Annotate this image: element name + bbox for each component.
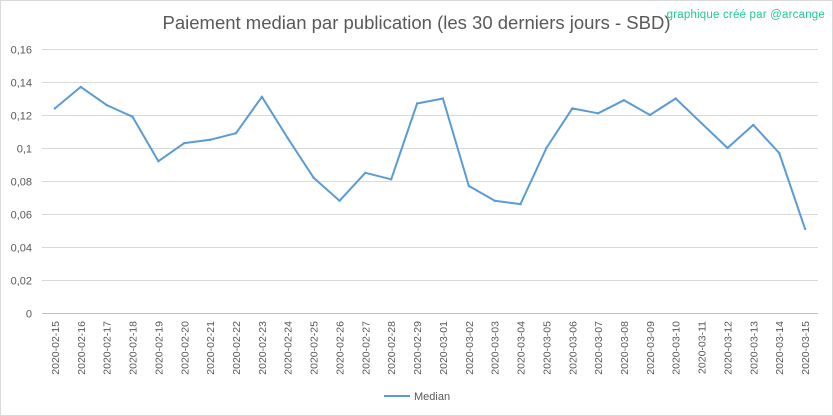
data-point — [234, 132, 238, 135]
x-tick-label: 2020-02-24 — [283, 321, 295, 375]
x-tick-label: 2020-03-01 — [438, 321, 450, 375]
y-tick-label: 0,04 — [11, 243, 32, 255]
legend-label: Median — [414, 391, 450, 403]
data-point — [803, 227, 807, 231]
x-tick-label: 2020-03-06 — [567, 321, 579, 375]
chart-credit: graphique créé par @arcange — [666, 9, 825, 21]
data-point — [648, 113, 652, 117]
data-point — [312, 176, 315, 179]
y-tick-label: 0,06 — [11, 210, 32, 222]
y-tick-label: 0,1 — [17, 144, 32, 156]
x-tick-label: 2020-02-23 — [257, 321, 269, 375]
data-point — [493, 199, 496, 202]
gridlines — [42, 49, 818, 314]
data-point — [183, 141, 186, 145]
x-tick-label: 2020-03-10 — [671, 321, 683, 375]
data-point — [596, 112, 600, 115]
data-point — [415, 102, 419, 105]
data-point — [622, 99, 626, 102]
x-tick-label: 2020-03-03 — [490, 321, 502, 375]
x-tick-label: 2020-03-05 — [541, 321, 553, 375]
data-point — [286, 136, 289, 140]
data-point — [53, 107, 57, 110]
x-tick-label: 2020-03-13 — [748, 321, 760, 375]
data-point — [726, 146, 729, 150]
x-tick-label: 2020-02-22 — [231, 321, 243, 375]
x-tick-label: 2020-02-25 — [309, 321, 321, 375]
legend: Median — [384, 391, 450, 403]
data-point — [208, 138, 212, 141]
x-tick-label: 2020-03-08 — [619, 321, 631, 375]
data-point — [752, 123, 755, 127]
data-point — [131, 115, 134, 118]
data-point — [390, 178, 393, 181]
x-tick-label: 2020-03-14 — [774, 321, 786, 375]
x-tick-label: 2020-03-04 — [516, 321, 528, 375]
x-tick-label: 2020-02-20 — [179, 321, 191, 375]
x-tick-label: 2020-02-17 — [102, 321, 114, 375]
y-tick-label: 0 — [26, 309, 32, 321]
x-tick-label: 2020-03-09 — [645, 321, 657, 375]
x-tick-label: 2020-02-26 — [334, 321, 346, 375]
x-tick-label: 2020-03-07 — [593, 321, 605, 375]
data-point — [260, 95, 264, 99]
x-tick-label: 2020-03-12 — [722, 321, 734, 375]
x-tick-label: 2020-02-21 — [205, 321, 217, 375]
x-tick-label: 2020-02-16 — [76, 321, 88, 375]
y-axis-tick-labels: 0 0,02 0,04 0,06 0,08 0,1 0,12 0,14 0,16 — [11, 45, 32, 321]
y-tick-label: 0,14 — [11, 78, 32, 90]
data-point — [364, 171, 367, 174]
data-point — [441, 97, 445, 100]
x-axis-tick-labels: 2020-02-15 2020-02-16 2020-02-17 2020-02-18… — [50, 321, 812, 375]
x-tick-label: 2020-02-28 — [386, 321, 398, 375]
x-tick-label: 2020-03-11 — [697, 321, 709, 374]
x-tick-label: 2020-02-19 — [153, 321, 165, 375]
x-tick-label: 2020-03-02 — [464, 321, 476, 375]
series-layer — [53, 85, 807, 231]
data-point — [519, 202, 522, 206]
chart-title: Paiement median par publication (les 30 … — [162, 12, 671, 33]
y-tick-label: 0,12 — [11, 111, 32, 123]
data-point — [778, 151, 781, 155]
data-point — [571, 107, 574, 110]
y-tick-label: 0,08 — [11, 177, 32, 189]
x-tick-label: 2020-02-18 — [128, 321, 140, 375]
x-tick-label: 2020-02-15 — [50, 321, 62, 375]
data-point — [79, 85, 83, 89]
data-point — [467, 184, 470, 188]
x-tick-label: 2020-02-29 — [412, 321, 424, 375]
data-point — [338, 199, 341, 202]
data-point — [700, 122, 703, 125]
series-line-median — [53, 85, 807, 230]
x-tick-label: 2020-03-15 — [800, 321, 812, 375]
data-point — [105, 103, 108, 107]
y-tick-label: 0,16 — [11, 45, 32, 57]
y-tick-label: 0,02 — [11, 276, 32, 288]
data-point — [674, 97, 677, 100]
x-tick-label: 2020-02-27 — [360, 321, 372, 375]
data-point — [157, 160, 160, 163]
data-point — [545, 146, 548, 150]
